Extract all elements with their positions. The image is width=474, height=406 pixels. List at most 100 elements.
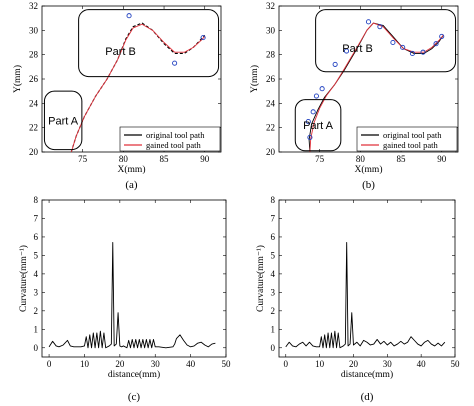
y-axis-label: Curvature(mm⁻¹) [255,245,266,312]
control-point [343,48,350,54]
x-tick-label: 30 [151,359,161,369]
y-tick-label: 1 [34,324,39,334]
x-tick-label: 90 [200,154,210,164]
y-tick-label: 2 [271,306,276,316]
x-tick-label: 80 [119,154,129,164]
x-tick-label: 85 [397,154,407,164]
x-tick-label: 90 [437,154,447,164]
x-tick-label: 80 [356,154,366,164]
region-box-part-a [43,90,83,151]
control-point [439,33,445,39]
plot-frame [278,199,456,358]
y-tick-label: 24 [29,98,39,108]
region-box-part-a [294,99,342,152]
control-point [172,60,178,66]
y-tick-label: 32 [266,1,275,11]
y-axis-label: Curvature(mm⁻¹) [18,245,29,312]
series-line-original-tool-path [70,22,206,152]
x-tick-label: 30 [383,359,393,369]
y-tick-label: 0 [34,343,39,353]
plot-area [305,19,445,152]
y-tick-label: 28 [266,50,276,60]
plot-area [70,13,206,152]
x-tick-label: 40 [186,359,196,369]
y-tick-label: 8 [34,195,39,205]
x-tick-label: 0 [284,359,289,369]
y-tick-label: 0 [271,343,276,353]
series-line-curvature [48,242,216,349]
panel-label: (c) [128,391,141,403]
y-tick-label: 30 [29,25,39,35]
region-label: Part B [105,46,136,58]
legend-label: gained tool path [146,140,202,150]
legend-frame [356,126,458,152]
control-point [305,119,311,125]
chart-d: 0 10 20 30 40 50 0 1 2 3 4 5 6 7 8 distance(mm) Curvatur… [255,195,460,403]
control-point [310,109,316,115]
region-box-part-b [78,9,220,78]
y-tick-label: 28 [29,50,39,60]
y-tick-label: 4 [271,269,276,279]
control-point [313,93,319,99]
y-tick-label: 3 [271,287,276,297]
legend-label: original tool path [146,130,205,140]
y-axis-label: Y(mm) [249,65,260,93]
y-tick-label: 26 [29,74,39,84]
panel-label: (b) [362,179,375,191]
y-tick-label: 6 [34,232,39,242]
series-line-curvature [285,242,446,349]
y-tick-label: 7 [271,213,276,223]
control-point [433,41,439,47]
y-tick-label: 30 [266,25,276,35]
control-point [200,35,206,41]
y-axis-label: Y(mm) [12,65,23,93]
control-point [377,24,383,30]
chart-b: 75 80 85 90 20 22 24 26 28 30 32 X(mm) Y(mm) (b) Part … [249,1,459,191]
region-label: Part A [48,115,79,127]
control-point [390,39,396,46]
x-tick-label: 50 [451,359,461,369]
x-axis-label: X(mm) [118,164,146,175]
control-point [420,49,426,55]
x-axis-label: X(mm) [355,164,383,175]
y-tick-label: 22 [29,123,38,133]
x-axis-label: distance(mm) [108,369,160,380]
plot-area [48,242,216,349]
y-tick-label: 20 [266,147,276,157]
y-tick-label: 24 [266,98,276,108]
panel-label: (d) [361,391,374,403]
control-point [409,50,415,57]
x-tick-label: 50 [222,359,232,369]
control-point [332,61,338,67]
control-point [319,86,325,92]
legend-label: gained tool path [383,140,439,150]
y-tick-label: 26 [266,74,276,84]
y-tick-label: 20 [29,147,39,157]
x-tick-label: 20 [349,359,359,369]
x-tick-label: 10 [315,359,325,369]
y-tick-label: 5 [271,250,276,260]
y-tick-label: 5 [34,250,39,260]
y-tick-label: 7 [34,213,39,223]
control-point [307,134,313,140]
control-point [126,13,132,19]
panel-label: (a) [125,179,138,191]
region-label: Part A [303,120,334,132]
x-tick-label: 75 [315,154,325,164]
y-tick-label: 22 [266,123,275,133]
x-tick-label: 40 [417,359,427,369]
plot-frame [41,199,227,358]
region-label: Part B [342,43,373,55]
y-tick-label: 4 [34,269,39,279]
y-tick-label: 1 [271,324,276,334]
x-axis-label: distance(mm) [341,369,393,380]
plot-area [285,242,446,349]
x-tick-label: 75 [78,154,88,164]
y-tick-label: 2 [34,306,39,316]
x-tick-label: 85 [160,154,170,164]
legend-frame [119,126,221,152]
y-tick-label: 3 [34,287,39,297]
x-tick-label: 0 [47,359,52,369]
